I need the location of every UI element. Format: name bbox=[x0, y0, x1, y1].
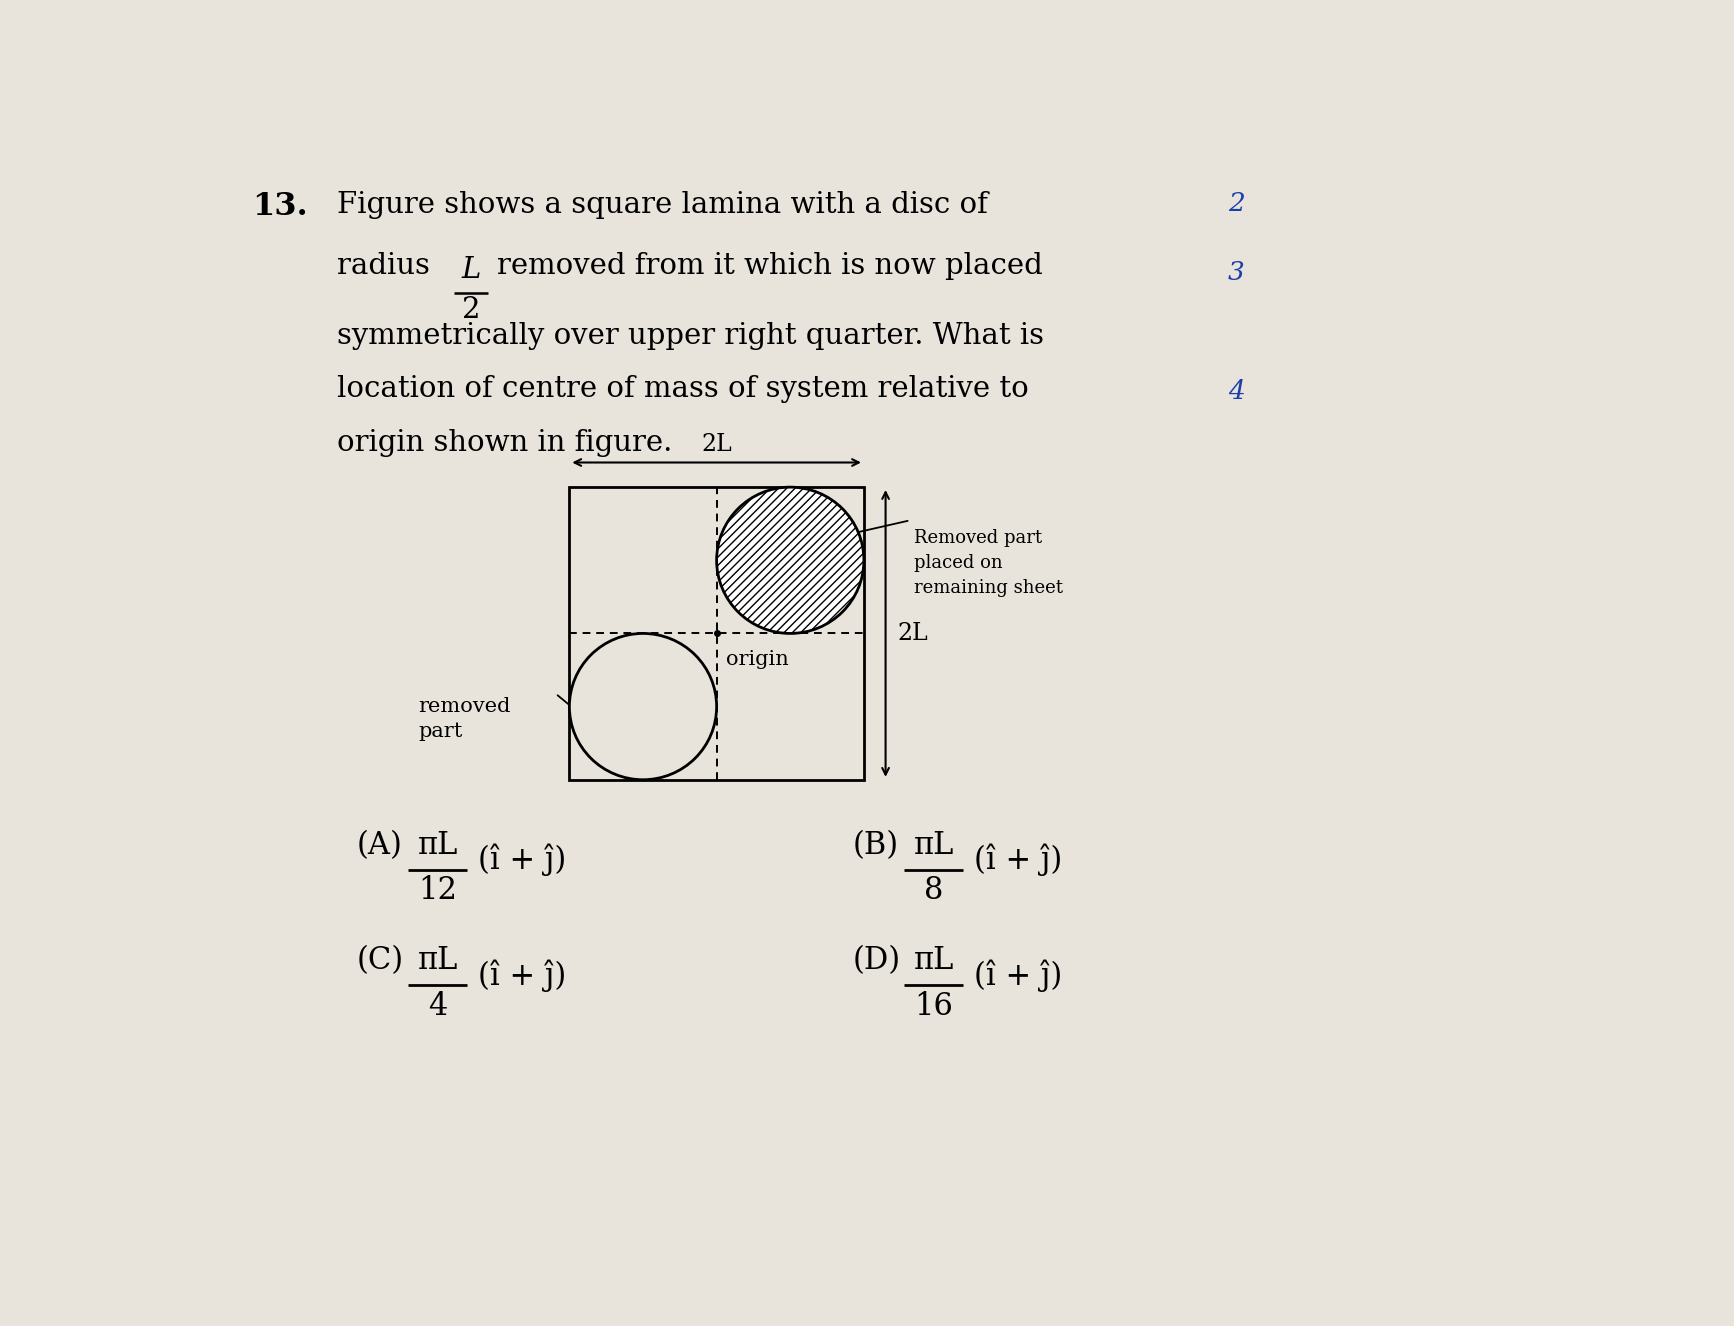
Text: 8: 8 bbox=[924, 875, 943, 906]
Text: 4: 4 bbox=[1228, 379, 1245, 404]
Text: 12: 12 bbox=[418, 875, 458, 906]
Text: 2: 2 bbox=[1228, 191, 1245, 216]
Text: symmetrically over upper right quarter. What is: symmetrically over upper right quarter. … bbox=[336, 322, 1044, 350]
Text: 4: 4 bbox=[428, 991, 447, 1022]
Text: πL: πL bbox=[914, 830, 954, 861]
Text: removed
part: removed part bbox=[418, 697, 510, 741]
Text: πL: πL bbox=[418, 830, 458, 861]
Circle shape bbox=[716, 487, 864, 634]
Text: πL: πL bbox=[418, 945, 458, 976]
Text: (B): (B) bbox=[851, 830, 898, 861]
Text: (C): (C) bbox=[355, 945, 404, 976]
Text: L: L bbox=[461, 256, 480, 284]
Text: origin shown in figure.: origin shown in figure. bbox=[336, 430, 673, 457]
Text: (D): (D) bbox=[851, 945, 900, 976]
Text: 2L: 2L bbox=[701, 434, 732, 456]
Text: (A): (A) bbox=[355, 830, 402, 861]
Text: 2L: 2L bbox=[896, 622, 928, 644]
Text: (î + ĵ): (î + ĵ) bbox=[975, 959, 1063, 992]
Text: πL: πL bbox=[914, 945, 954, 976]
Text: Figure shows a square lamina with a disc of: Figure shows a square lamina with a disc… bbox=[336, 191, 988, 219]
Text: 13.: 13. bbox=[251, 191, 307, 221]
Text: location of centre of mass of system relative to: location of centre of mass of system rel… bbox=[336, 375, 1028, 403]
Circle shape bbox=[569, 634, 716, 780]
Text: radius: radius bbox=[336, 252, 430, 280]
Text: (î + ĵ): (î + ĵ) bbox=[479, 843, 567, 876]
Text: (î + ĵ): (î + ĵ) bbox=[975, 843, 1063, 876]
Bar bbox=[569, 487, 864, 780]
Text: 16: 16 bbox=[914, 991, 954, 1022]
Text: (î + ĵ): (î + ĵ) bbox=[479, 959, 567, 992]
Text: removed from it which is now placed: removed from it which is now placed bbox=[498, 252, 1044, 280]
Text: 3: 3 bbox=[1228, 260, 1245, 285]
Text: Removed part
placed on
remaining sheet: Removed part placed on remaining sheet bbox=[914, 529, 1063, 598]
Text: origin: origin bbox=[727, 650, 789, 670]
Text: 2: 2 bbox=[461, 296, 480, 324]
